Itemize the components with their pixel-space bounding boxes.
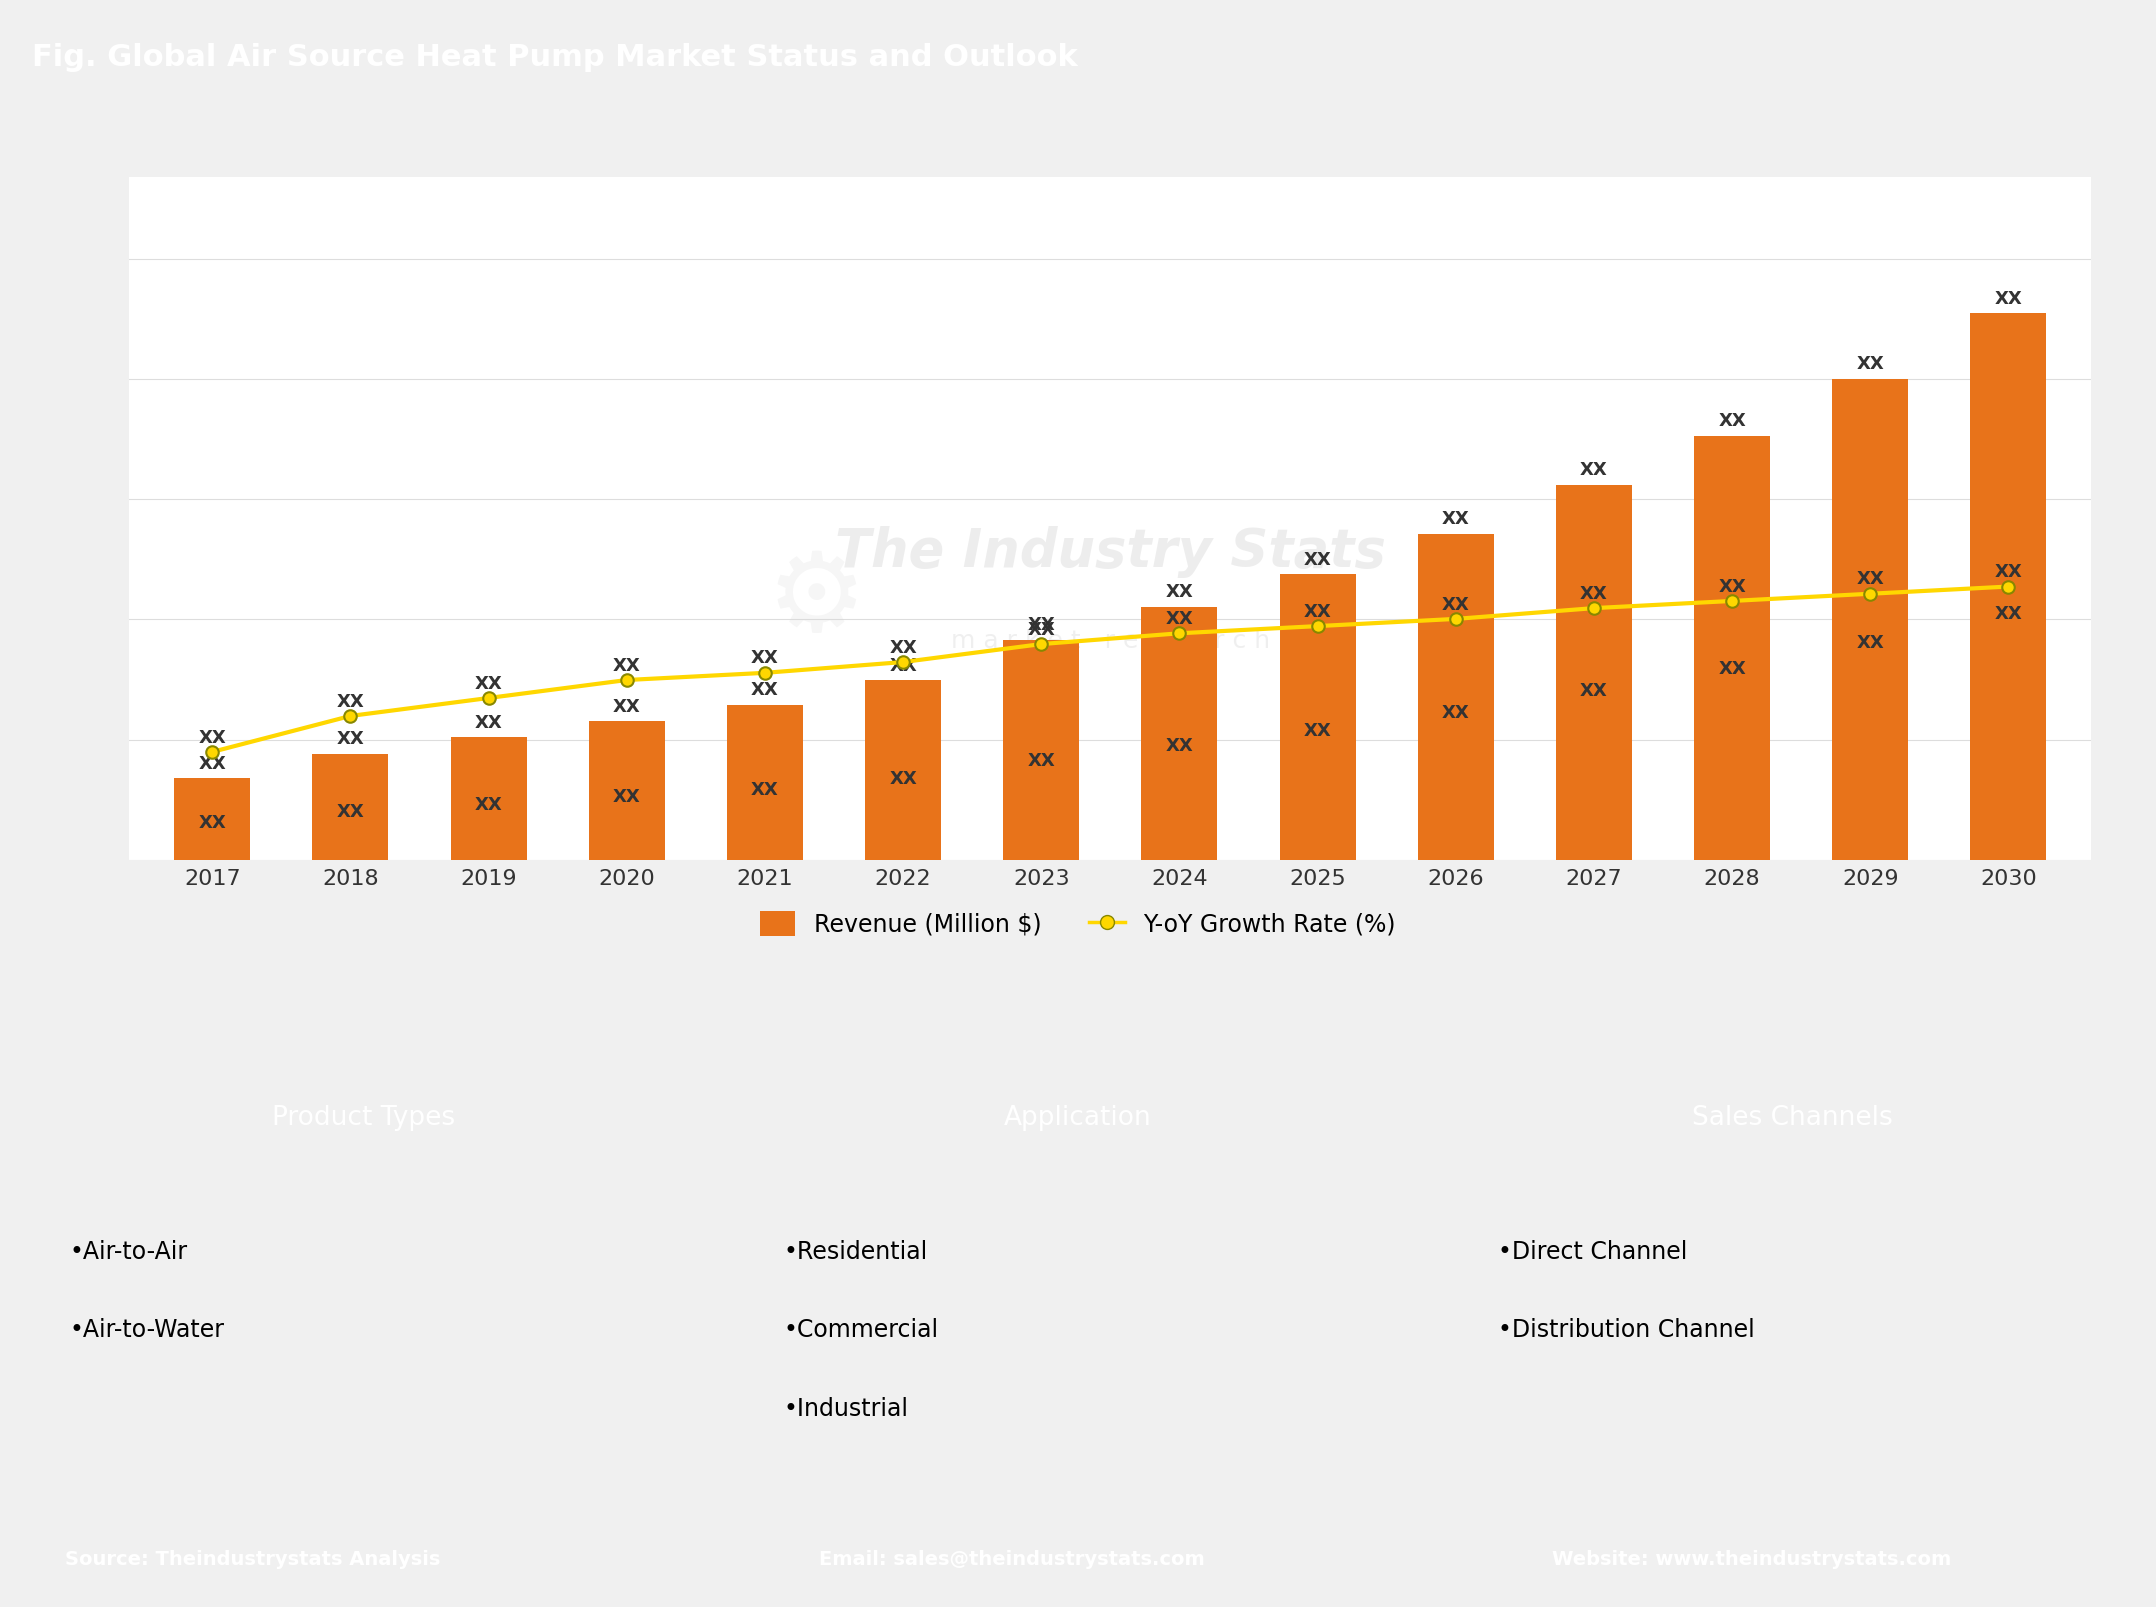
Text: XX: XX <box>750 681 778 699</box>
Text: Source: Theindustrystats Analysis: Source: Theindustrystats Analysis <box>65 1551 440 1570</box>
Bar <box>313 754 388 860</box>
Text: XX: XX <box>1442 509 1470 529</box>
Text: XX: XX <box>1304 551 1332 569</box>
Text: XX: XX <box>888 657 916 675</box>
Text: XX: XX <box>750 781 778 799</box>
Text: XX: XX <box>1856 570 1884 588</box>
Text: XX: XX <box>1994 562 2022 582</box>
Bar <box>1003 640 1080 860</box>
Text: XX: XX <box>198 755 226 773</box>
Text: •Air-to-Air

•Air-to-Water: •Air-to-Air •Air-to-Water <box>69 1239 224 1342</box>
Text: Sales Channels: Sales Channels <box>1692 1106 1893 1131</box>
Text: XX: XX <box>612 789 640 807</box>
Text: Website: www.theindustrystats.com: Website: www.theindustrystats.com <box>1552 1551 1951 1570</box>
Bar <box>1833 379 1908 860</box>
Text: XX: XX <box>1856 635 1884 652</box>
Text: XX: XX <box>888 638 916 657</box>
Bar <box>1419 534 1494 860</box>
Text: XX: XX <box>474 714 502 731</box>
Text: XX: XX <box>1028 752 1054 770</box>
Text: Application: Application <box>1005 1106 1151 1131</box>
Text: XX: XX <box>612 657 640 675</box>
Text: XX: XX <box>336 693 364 710</box>
Text: XX: XX <box>1166 738 1192 755</box>
Text: XX: XX <box>1718 413 1746 431</box>
Text: Fig. Global Air Source Heat Pump Market Status and Outlook: Fig. Global Air Source Heat Pump Market … <box>32 43 1078 72</box>
Text: XX: XX <box>1718 660 1746 678</box>
Bar <box>1141 607 1218 860</box>
Text: XX: XX <box>1994 604 2022 624</box>
Text: XX: XX <box>1442 704 1470 722</box>
Text: XX: XX <box>1028 615 1054 635</box>
Text: The Industry Stats: The Industry Stats <box>834 527 1386 579</box>
Text: XX: XX <box>336 804 364 821</box>
Legend: Revenue (Million $), Y-oY Growth Rate (%): Revenue (Million $), Y-oY Growth Rate (%… <box>750 902 1406 947</box>
Bar <box>1281 574 1356 860</box>
Bar <box>589 722 664 860</box>
Text: XX: XX <box>1166 611 1192 628</box>
Text: •Direct Channel

•Distribution Channel: •Direct Channel •Distribution Channel <box>1498 1239 1755 1342</box>
Text: XX: XX <box>1442 596 1470 614</box>
Bar <box>1695 435 1770 860</box>
Text: XX: XX <box>474 675 502 693</box>
Bar <box>451 738 526 860</box>
Text: ⚙: ⚙ <box>765 546 867 654</box>
Text: XX: XX <box>1856 355 1884 373</box>
Text: m a r k e t   r e s e a r c h: m a r k e t r e s e a r c h <box>951 630 1270 652</box>
Text: XX: XX <box>474 795 502 813</box>
Text: XX: XX <box>198 815 226 832</box>
Text: •Residential

•Commercial

•Industrial: •Residential •Commercial •Industrial <box>783 1239 938 1421</box>
Text: XX: XX <box>1718 577 1746 596</box>
Text: XX: XX <box>1580 585 1608 603</box>
Bar <box>865 680 940 860</box>
Text: XX: XX <box>888 770 916 787</box>
Text: XX: XX <box>1166 583 1192 601</box>
Text: Product Types: Product Types <box>272 1106 455 1131</box>
Text: XX: XX <box>750 649 778 667</box>
Text: XX: XX <box>1994 289 2022 309</box>
Bar <box>1557 485 1632 860</box>
Bar <box>727 705 802 860</box>
Bar <box>1971 313 2046 860</box>
Text: XX: XX <box>1304 722 1332 741</box>
Text: XX: XX <box>1028 620 1054 638</box>
Text: XX: XX <box>612 697 640 715</box>
Text: XX: XX <box>336 730 364 749</box>
Text: XX: XX <box>198 728 226 747</box>
Bar <box>175 778 250 860</box>
Text: XX: XX <box>1304 603 1332 620</box>
Text: XX: XX <box>1580 681 1608 701</box>
Text: Email: sales@theindustrystats.com: Email: sales@theindustrystats.com <box>819 1551 1205 1570</box>
Text: XX: XX <box>1580 461 1608 479</box>
